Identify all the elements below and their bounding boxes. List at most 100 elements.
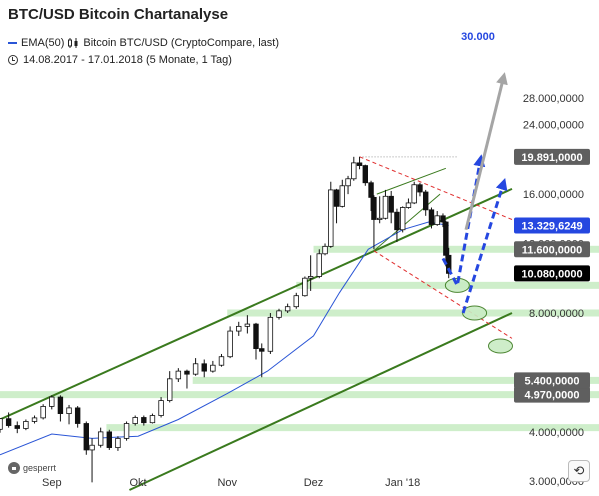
candle-body: [123, 423, 130, 439]
candle-body: [14, 425, 20, 429]
candle-body: [192, 363, 199, 375]
candle-body: [132, 417, 138, 424]
target-ellipse: [487, 338, 513, 354]
candle-body: [49, 396, 55, 407]
price-box: [514, 241, 590, 258]
price-box: [514, 372, 590, 389]
price-box: [514, 217, 590, 234]
candle-body: [316, 253, 322, 277]
candle-body: [388, 195, 394, 213]
price-box-label: 19.891,0000: [521, 152, 582, 164]
candle-body: [434, 215, 440, 225]
price-box-label: 5.400,0000: [524, 375, 579, 387]
candle-body: [328, 189, 334, 247]
clock-icon: [8, 55, 18, 65]
legend-ema: EMA(50): [21, 37, 65, 49]
triangle-lower: [373, 193, 441, 252]
y-tick-label: 4.000,0000: [529, 427, 584, 439]
candle-body: [302, 277, 308, 297]
legend-series: Bitcoin BTC/USD (CryptoCompare, last): [83, 37, 280, 49]
legend-period: 14.08.2017 - 17.01.2018 (5 Monate, 1 Tag…: [23, 54, 232, 66]
candle-body: [322, 245, 328, 255]
candle-body: [345, 178, 351, 187]
candle-body: [411, 184, 417, 204]
candle-body: [382, 195, 389, 219]
candle-body: [244, 323, 251, 327]
candle-body: [443, 221, 449, 256]
candle-body: [428, 209, 435, 225]
candle-body: [40, 406, 46, 419]
candle-body: [66, 407, 72, 414]
candle-body: [356, 162, 363, 166]
candlestick-icon: [68, 38, 78, 48]
support-zone: [0, 391, 599, 399]
x-tick-label: Okt: [130, 477, 147, 489]
x-tick-label: Dez: [304, 477, 324, 489]
projection-arrow: [464, 72, 508, 231]
x-tick-label: Nov: [217, 477, 237, 489]
resistance-line: [359, 156, 513, 220]
candle-body: [201, 363, 207, 372]
candle-body: [5, 418, 12, 426]
price-box: [514, 386, 590, 403]
candle-body: [267, 316, 274, 352]
candle-body: [394, 211, 400, 231]
chart-title: BTC/USD Bitcoin Chartanalyse: [8, 6, 229, 23]
support-zone: [313, 245, 599, 253]
candle-body: [0, 418, 3, 430]
projection-arrow: [461, 177, 508, 314]
candle-body: [276, 310, 282, 318]
price-box: [514, 148, 590, 165]
lock-badge[interactable]: gesperrt: [8, 462, 56, 474]
candle-body: [23, 421, 29, 429]
ema-swatch-icon: [8, 42, 17, 44]
trend-channel-upper: [0, 187, 513, 421]
candle-body: [175, 370, 182, 380]
candle-body: [236, 325, 242, 332]
target-ellipse: [462, 305, 488, 321]
candle-body: [167, 378, 173, 402]
candle-body: [351, 162, 357, 180]
candle-body: [253, 323, 259, 350]
y-tick-label: 28.000,0000: [523, 93, 584, 105]
candle-body: [399, 207, 406, 231]
candle-body: [333, 189, 340, 207]
triangle-upper: [376, 167, 447, 195]
target-annotation: 30.000: [461, 31, 495, 43]
support-zone: [192, 376, 599, 384]
candle-body: [57, 396, 64, 414]
support-zone: [227, 309, 599, 317]
candle-body: [284, 306, 291, 312]
candle-body: [259, 348, 265, 352]
price-box-label: 4.970,0000: [524, 390, 579, 402]
candle-body: [89, 444, 95, 451]
candle-body: [115, 438, 121, 448]
candle-body: [141, 417, 147, 424]
price-box-label: 13.329,6249: [521, 220, 582, 232]
candle-body: [293, 295, 299, 308]
price-box-label: 10.080,0000: [521, 268, 582, 280]
legend-row-series: EMA(50) Bitcoin BTC/USD (CryptoCompare, …: [8, 37, 279, 49]
candle-body: [74, 407, 81, 424]
candle-body: [158, 400, 164, 416]
candle-body: [368, 182, 374, 198]
reset-zoom-button[interactable]: ⟲: [568, 460, 590, 482]
candle-body: [307, 276, 314, 279]
price-box-label: 11.600,0000: [522, 244, 583, 256]
candle-body: [184, 370, 190, 375]
x-tick-label: Sep: [42, 477, 62, 489]
candle-body: [376, 217, 383, 220]
candle-body: [31, 417, 38, 422]
candle-body: [423, 191, 429, 211]
candle-body: [417, 184, 423, 193]
y-tick-label: 8.000,0000: [529, 308, 584, 320]
y-tick-label: 16.000,0000: [523, 189, 584, 201]
y-tick-label: 24.000,0000: [523, 120, 584, 132]
candle-body: [362, 165, 369, 184]
lock-icon: [8, 462, 20, 474]
candle-body: [339, 185, 345, 207]
resistance-line: [373, 250, 513, 339]
ema50-line: [0, 221, 449, 456]
